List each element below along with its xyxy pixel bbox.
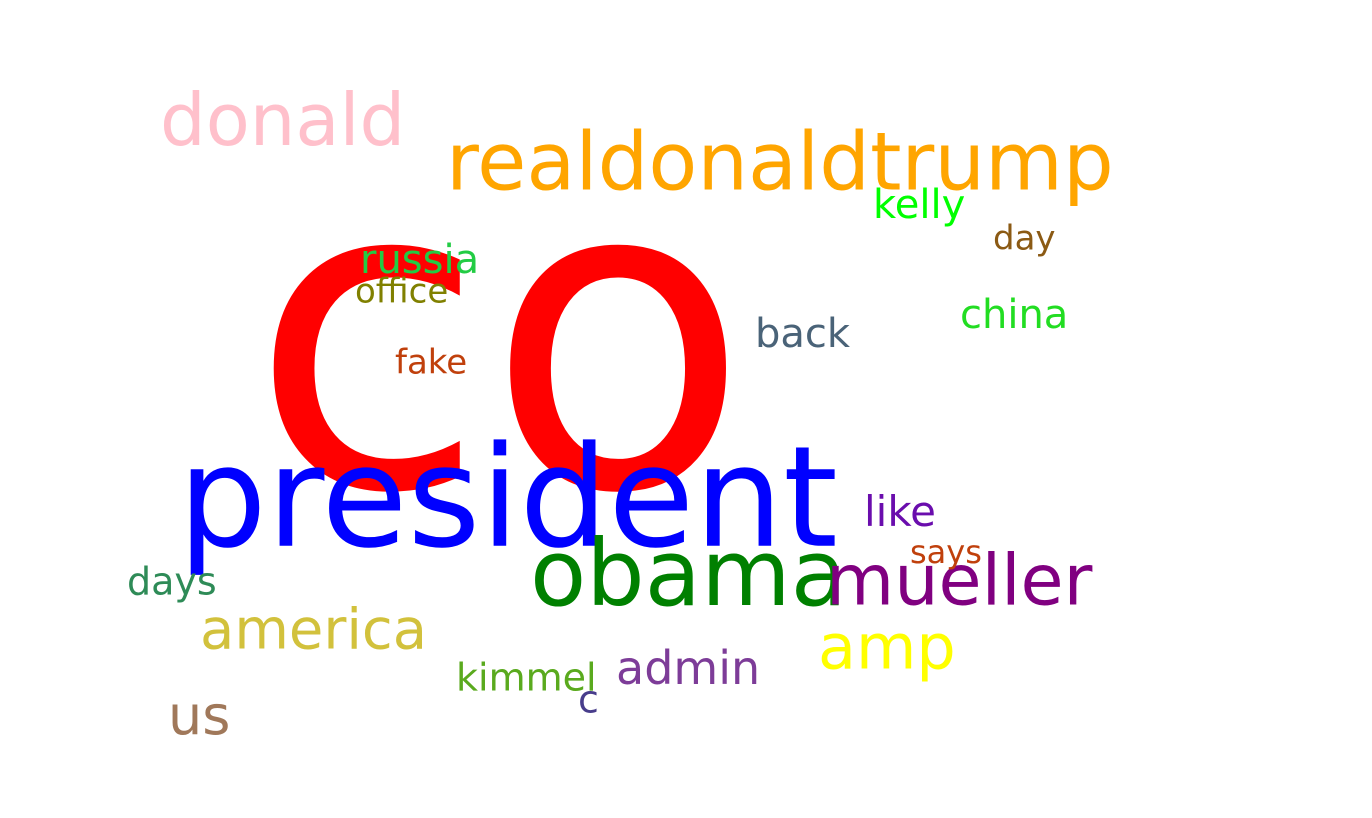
word-obama: obama [530, 520, 848, 628]
word-mueller: mueller [826, 539, 1093, 622]
word-admin: admin [616, 641, 761, 696]
word-back: back [755, 310, 851, 357]
word-us: us [168, 683, 231, 747]
word-china: china [960, 291, 1069, 338]
word-says: says [910, 533, 982, 572]
word-c: c [578, 677, 599, 722]
word-office: office [355, 271, 449, 312]
word-president: president [178, 416, 838, 580]
word-america: america [200, 597, 428, 663]
word-like: like [864, 487, 937, 537]
word-realdonaldtrump: realdonaldtrump [446, 115, 1114, 209]
word-amp: amp [818, 610, 956, 684]
word-kimmel: kimmel [456, 655, 597, 700]
word-donald: donald [160, 77, 406, 162]
word-days: days [127, 559, 217, 604]
word-fake: fake [395, 342, 468, 383]
word-day: day [993, 218, 1056, 259]
word-russia: russia [360, 236, 480, 283]
word-co: co [250, 87, 750, 588]
word-kelly: kelly [873, 181, 966, 228]
